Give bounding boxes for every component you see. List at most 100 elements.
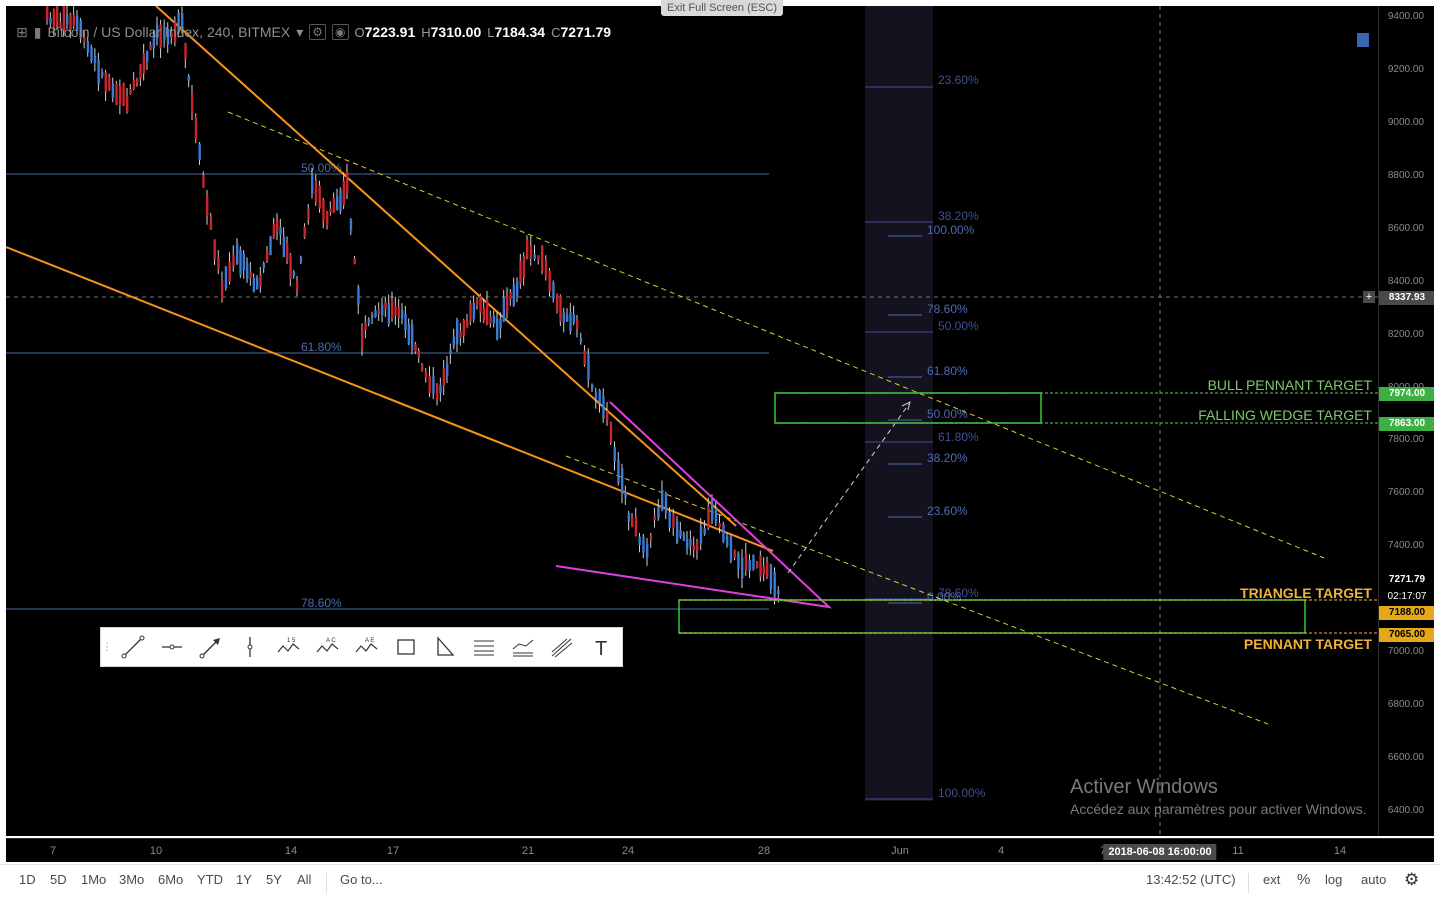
arrow-icon: [199, 638, 220, 659]
range-1d-button[interactable]: 1D: [19, 872, 36, 887]
vertical-line-icon: [247, 637, 252, 657]
fib-extension-b[interactable]: [888, 235, 922, 604]
time-tick: 14: [284, 845, 298, 857]
candle-body: [769, 564, 773, 590]
trend-line-icon: [121, 635, 144, 659]
candle-body: [126, 96, 129, 113]
symbol-title[interactable]: Bitcoin / US Dollar Index, 240, BITMEX: [47, 24, 291, 40]
candle-body: [502, 297, 506, 322]
series-icon[interactable]: ⊞: [16, 23, 28, 40]
fib-a-label-236: 23.60%: [938, 73, 979, 87]
vertical-line-tool[interactable]: [230, 628, 269, 666]
fib-a-label-100: 100.00%: [938, 786, 986, 800]
fib-extension-a[interactable]: [865, 86, 933, 800]
bull-pennant-label: BULL PENNANT TARGET: [1208, 377, 1373, 393]
open-value: 7223.91: [364, 24, 416, 40]
ext-hours-toggle[interactable]: ext: [1263, 872, 1281, 887]
chart-canvas[interactable]: 50.00% 61.80% 78.60% 23.60% 38.20% 50.00…: [6, 6, 1378, 836]
settings-icon[interactable]: ⚙: [309, 24, 327, 40]
fib-left-label-786: 78.60%: [301, 596, 342, 610]
wave-15-icon: 1 5: [277, 638, 299, 653]
fib-b-label-618: 61.80%: [927, 364, 968, 378]
time-scale[interactable]: 7 10 14 17 21 24 28 Jun 4 7 11 14 2018-0…: [6, 838, 1434, 862]
utc-clock[interactable]: 13:42:52 (UTC): [1146, 872, 1236, 887]
text-tool[interactable]: T: [581, 628, 620, 666]
orange-wedge-lower[interactable]: [6, 246, 774, 552]
orange-wedge-upper[interactable]: [155, 6, 737, 527]
elliott-wave-tool[interactable]: A E: [347, 628, 386, 666]
pitchfork-tool[interactable]: [542, 628, 581, 666]
regression-trend-tool[interactable]: [503, 628, 542, 666]
range-all-button[interactable]: All: [297, 872, 312, 887]
exit-fullscreen-button[interactable]: Exit Full Screen (ESC): [661, 0, 784, 16]
candle-body: [737, 553, 740, 569]
goto-button[interactable]: Go to...: [340, 872, 383, 887]
candle-body: [62, 6, 66, 31]
info-icon[interactable]: [1357, 33, 1369, 47]
candle-body: [428, 375, 431, 394]
triangle-tool[interactable]: [425, 628, 464, 666]
projection-arrow[interactable]: [787, 403, 910, 574]
candle-body: [404, 314, 407, 331]
range-3mo-button[interactable]: 3Mo: [119, 872, 145, 887]
range-1y-button[interactable]: 1Y: [236, 872, 252, 887]
toolbar-drag-handle[interactable]: ⋮: [102, 641, 112, 653]
candle-body: [90, 47, 93, 61]
bottom-divider: [326, 873, 327, 893]
candle-body: [336, 196, 339, 210]
candle-body: [482, 307, 486, 321]
candle-body: [83, 36, 86, 42]
auto-scale-toggle[interactable]: auto: [1361, 872, 1387, 887]
candle-body: [194, 116, 198, 139]
range-5d-button[interactable]: 5D: [50, 872, 67, 887]
range-1mo-button[interactable]: 1Mo: [81, 872, 107, 887]
wave-ae-icon: A E: [355, 638, 377, 653]
arrow-tool[interactable]: [191, 628, 230, 666]
magenta-triangle-pattern[interactable]: [555, 401, 833, 609]
candle-body: [579, 338, 583, 343]
visibility-icon[interactable]: ◉: [332, 24, 349, 40]
candle-body: [442, 367, 446, 386]
candle-body: [526, 239, 529, 258]
symbol-dropdown-icon[interactable]: ▾: [296, 23, 304, 40]
trend-line-tool[interactable]: [113, 628, 152, 666]
fib-a-label-50: 50.00%: [938, 319, 979, 333]
chart-pane[interactable]: 50.00% 61.80% 78.60% 23.60% 38.20% 50.00…: [6, 6, 1378, 836]
candle-body: [184, 43, 187, 59]
price-tick: 7400.00: [1387, 540, 1424, 551]
target-box-lower[interactable]: [678, 599, 1306, 634]
candle-body: [170, 32, 173, 38]
drawing-toolbar: ⋮ 1 5 A C A E T: [100, 627, 623, 667]
candle-body: [499, 318, 502, 329]
log-scale-toggle[interactable]: log: [1325, 872, 1343, 887]
crosshair-plus-icon[interactable]: +: [1363, 291, 1375, 303]
xabcd-pattern-tool[interactable]: 1 5: [269, 628, 308, 666]
candle-body: [367, 319, 371, 324]
bar-countdown: 02:17:07: [1379, 590, 1434, 604]
candle-body: [118, 86, 122, 106]
parallel-channel-tool[interactable]: [464, 628, 503, 666]
time-tick: 4: [997, 845, 1005, 857]
percent-scale-toggle[interactable]: %: [1297, 871, 1311, 888]
bull-pennant-price-tag: 7974.00: [1379, 387, 1434, 401]
candle-body: [394, 306, 397, 316]
range-5y-button[interactable]: 5Y: [266, 872, 282, 887]
candle-body: [479, 295, 482, 313]
candle-body: [86, 41, 90, 53]
horizontal-ray-tool[interactable]: [152, 628, 191, 666]
candle-body: [439, 384, 442, 394]
abcd-pattern-tool[interactable]: A C: [308, 628, 347, 666]
gear-icon[interactable]: ⚙: [1404, 870, 1420, 889]
time-tick: 7: [49, 845, 57, 857]
time-tick: 28: [757, 845, 771, 857]
candle-body: [777, 590, 780, 595]
candle-body: [598, 389, 601, 404]
candle-body: [634, 516, 638, 536]
candle-body: [452, 336, 456, 347]
rectangle-tool[interactable]: [386, 628, 425, 666]
range-ytd-button[interactable]: YTD: [197, 872, 223, 887]
candle-body: [609, 421, 613, 443]
price-scale[interactable]: 9400.00 9200.00 9000.00 8800.00 8600.00 …: [1378, 6, 1434, 836]
bottom-toolbar: 1D 5D 1Mo 3Mo 6Mo YTD 1Y 5Y All Go to...…: [0, 864, 1440, 900]
range-6mo-button[interactable]: 6Mo: [158, 872, 184, 887]
